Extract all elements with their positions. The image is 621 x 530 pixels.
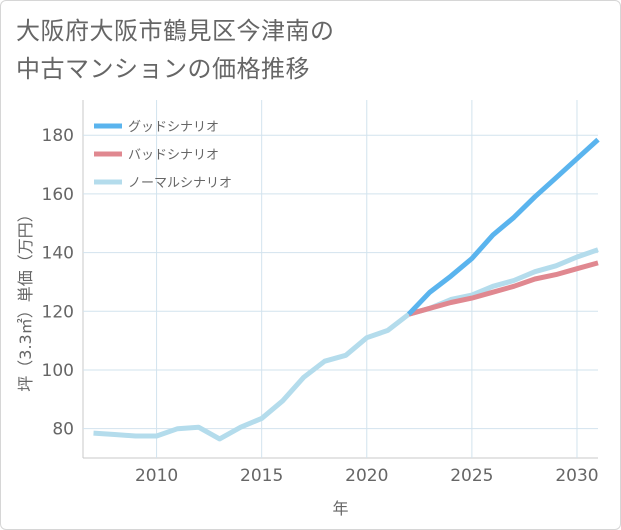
y-axis-label: 坪（3.3㎡）単価（万円） [16,206,35,391]
y-tick-label: 180 [42,126,74,146]
x-tick-label: 2025 [450,466,493,486]
y-tick-label: 160 [42,185,74,205]
legend-label: バッドシナリオ [128,148,219,163]
series-line [93,247,599,442]
y-tick-label: 140 [42,244,74,264]
x-tick-label: 2015 [240,466,283,486]
x-tick-label: 2020 [345,466,388,486]
x-tick-label: 2010 [135,466,178,486]
grid [82,100,598,459]
y-tick-label: 80 [52,420,74,440]
legend-label: ノーマルシナリオ [128,176,232,191]
legend-label: グッドシナリオ [128,120,219,135]
series-line [406,137,600,316]
y-tick-label: 100 [42,361,74,381]
series-line [408,260,599,317]
x-tick-label: 2030 [555,466,598,486]
series-lines [93,137,600,442]
y-tick-label: 120 [42,302,74,322]
x-axis-label: 年 [332,499,348,518]
tick-labels: 80 100 120 140 160 180 2010 2015 2020 2025 2030 [42,126,599,486]
chart-title: 大阪府大阪市鶴見区今津南の 中古マンションの価格推移 [16,17,335,83]
